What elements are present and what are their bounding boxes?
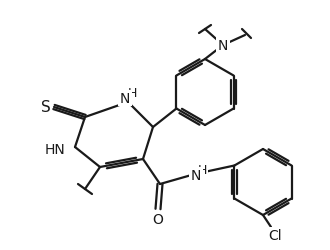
- Text: S: S: [41, 100, 51, 115]
- Text: HN: HN: [44, 142, 65, 156]
- Text: N: N: [218, 39, 228, 53]
- Text: O: O: [152, 212, 163, 226]
- Text: Cl: Cl: [268, 228, 282, 242]
- Text: N: N: [120, 92, 130, 106]
- Text: N: N: [191, 168, 201, 182]
- Text: H: H: [197, 164, 207, 177]
- Text: H: H: [127, 87, 137, 100]
